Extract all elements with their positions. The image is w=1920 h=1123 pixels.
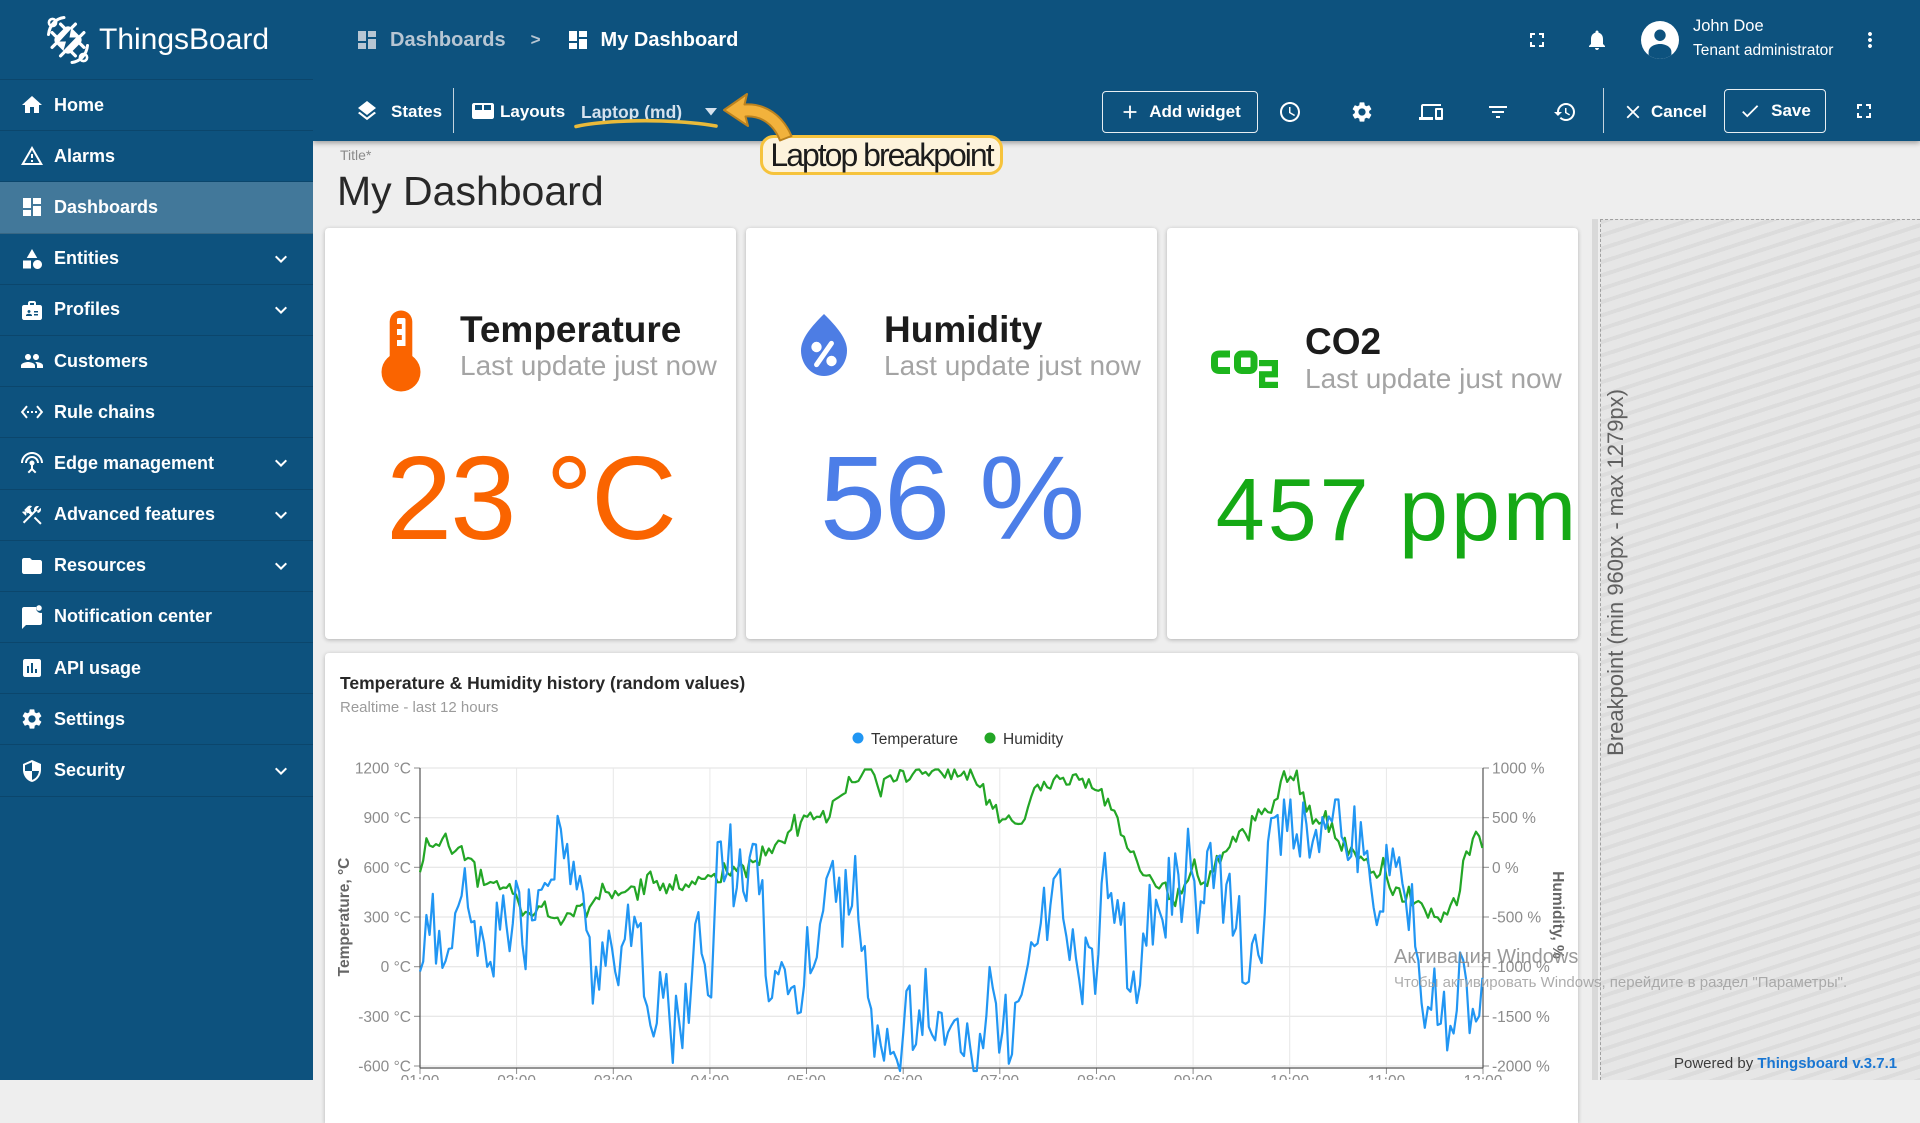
svg-text:Temperature, °C: Temperature, °C	[336, 858, 353, 977]
svg-text:08:00: 08:00	[1077, 1073, 1116, 1080]
svg-text:-1500 %: -1500 %	[1492, 1009, 1550, 1026]
svg-text:01:00: 01:00	[401, 1073, 440, 1080]
svg-text:10:00: 10:00	[1270, 1073, 1309, 1080]
svg-text:300 °C: 300 °C	[363, 910, 411, 927]
svg-text:02:00: 02:00	[497, 1073, 536, 1080]
svg-text:Humidity: Humidity	[1003, 731, 1064, 748]
svg-text:1200 °C: 1200 °C	[355, 761, 411, 778]
svg-text:11:00: 11:00	[1368, 1073, 1406, 1080]
svg-text:07:00: 07:00	[980, 1073, 1019, 1080]
svg-text:-500 %: -500 %	[1492, 910, 1541, 927]
svg-text:500 %: 500 %	[1492, 810, 1536, 827]
svg-text:-600 °C: -600 °C	[358, 1059, 411, 1076]
svg-text:0 %: 0 %	[1492, 860, 1519, 877]
svg-text:600 °C: 600 °C	[363, 860, 411, 877]
svg-text:Temperature: Temperature	[871, 731, 958, 748]
svg-text:1000 %: 1000 %	[1492, 761, 1545, 778]
svg-text:900 °C: 900 °C	[363, 810, 411, 827]
svg-text:03:00: 03:00	[594, 1073, 633, 1080]
svg-text:06:00: 06:00	[884, 1073, 923, 1080]
svg-text:-1000 %: -1000 %	[1492, 959, 1550, 976]
svg-text:05:00: 05:00	[787, 1073, 826, 1080]
svg-text:Humidity, %: Humidity, %	[1549, 871, 1566, 959]
svg-text:-300 °C: -300 °C	[358, 1009, 411, 1026]
svg-text:-2000 %: -2000 %	[1492, 1059, 1550, 1076]
svg-text:0 °C: 0 °C	[381, 959, 411, 976]
svg-text:12:00: 12:00	[1464, 1073, 1503, 1080]
svg-text:09:00: 09:00	[1174, 1073, 1213, 1080]
svg-text:04:00: 04:00	[691, 1073, 730, 1080]
